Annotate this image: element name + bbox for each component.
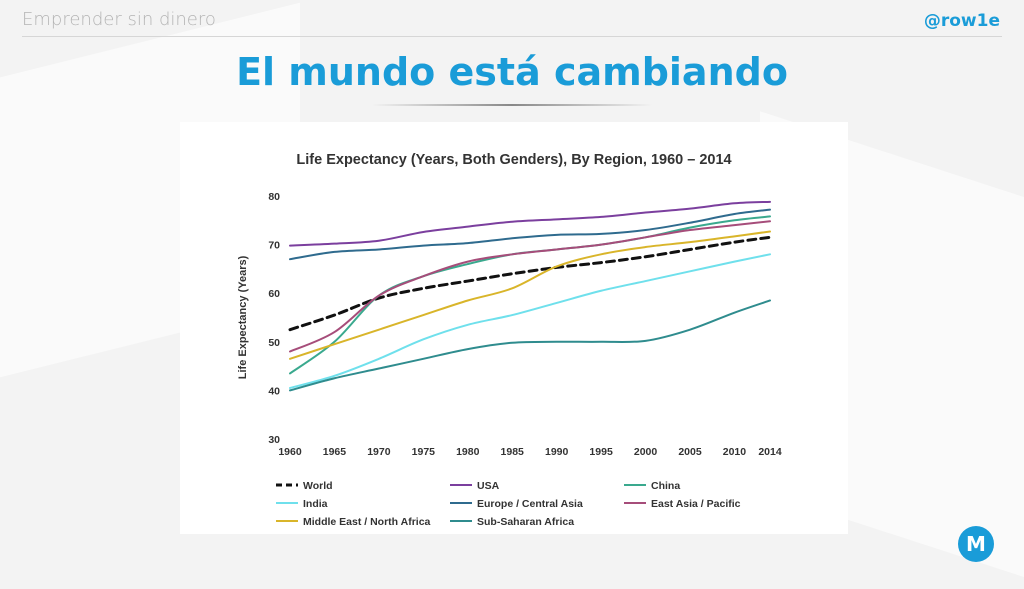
x-tick-label: 1980	[456, 446, 480, 458]
x-tick-label: 1975	[412, 446, 436, 458]
y-tick-label: 50	[268, 337, 280, 349]
legend-label: Europe / Central Asia	[477, 498, 583, 510]
legend-label: East Asia / Pacific	[651, 498, 741, 510]
series-line-east-asia-pacific	[289, 220, 771, 353]
series-line-middle-east-north-africa	[289, 230, 771, 360]
y-tick-label: 70	[268, 240, 280, 252]
x-tick-label: 2010	[723, 446, 747, 458]
series-line-sub-saharan-africa	[289, 299, 771, 392]
y-tick-label: 80	[268, 191, 280, 203]
m-logo-icon: M	[958, 526, 994, 562]
y-tick-label: 60	[268, 288, 280, 300]
x-tick-label: 1965	[323, 446, 347, 458]
x-tick-label: 1990	[545, 446, 569, 458]
x-tick-label: 1960	[278, 446, 302, 458]
x-tick-label: 2000	[634, 446, 658, 458]
x-tick-label: 1995	[589, 446, 613, 458]
x-tick-label: 2005	[678, 446, 702, 458]
legend-label: Sub-Saharan Africa	[477, 516, 574, 528]
legend-label: World	[303, 480, 333, 492]
x-tick-label: 1985	[501, 446, 525, 458]
y-tick-label: 30	[268, 434, 280, 446]
twitter-handle: @row1e	[923, 11, 1000, 31]
presentation-subtitle: Emprender sin dinero	[22, 9, 216, 30]
series-line-usa	[289, 200, 771, 247]
life-expectancy-chart: Life Expectancy (Years, Both Genders), B…	[237, 152, 782, 528]
legend-label: China	[651, 480, 680, 492]
slide-title: El mundo está cambiando	[236, 50, 788, 94]
title-divider	[372, 104, 652, 106]
x-tick-label: 2014	[758, 446, 782, 458]
x-tick-label: 1970	[367, 446, 391, 458]
series-line-india	[289, 253, 771, 389]
series-line-china	[289, 215, 771, 375]
logo-text: M	[966, 532, 986, 556]
series-line-europe-central-asia	[289, 208, 771, 261]
legend-label: USA	[477, 480, 500, 492]
legend-label: India	[303, 498, 328, 510]
y-axis-label: Life Expectancy (Years)	[237, 255, 249, 379]
y-tick-label: 40	[268, 385, 280, 397]
chart-panel: Life Expectancy (Years, Both Genders), B…	[180, 122, 848, 534]
legend-label: Middle East / North Africa	[303, 516, 431, 528]
header-divider	[22, 36, 1002, 37]
chart-title: Life Expectancy (Years, Both Genders), B…	[296, 152, 731, 168]
